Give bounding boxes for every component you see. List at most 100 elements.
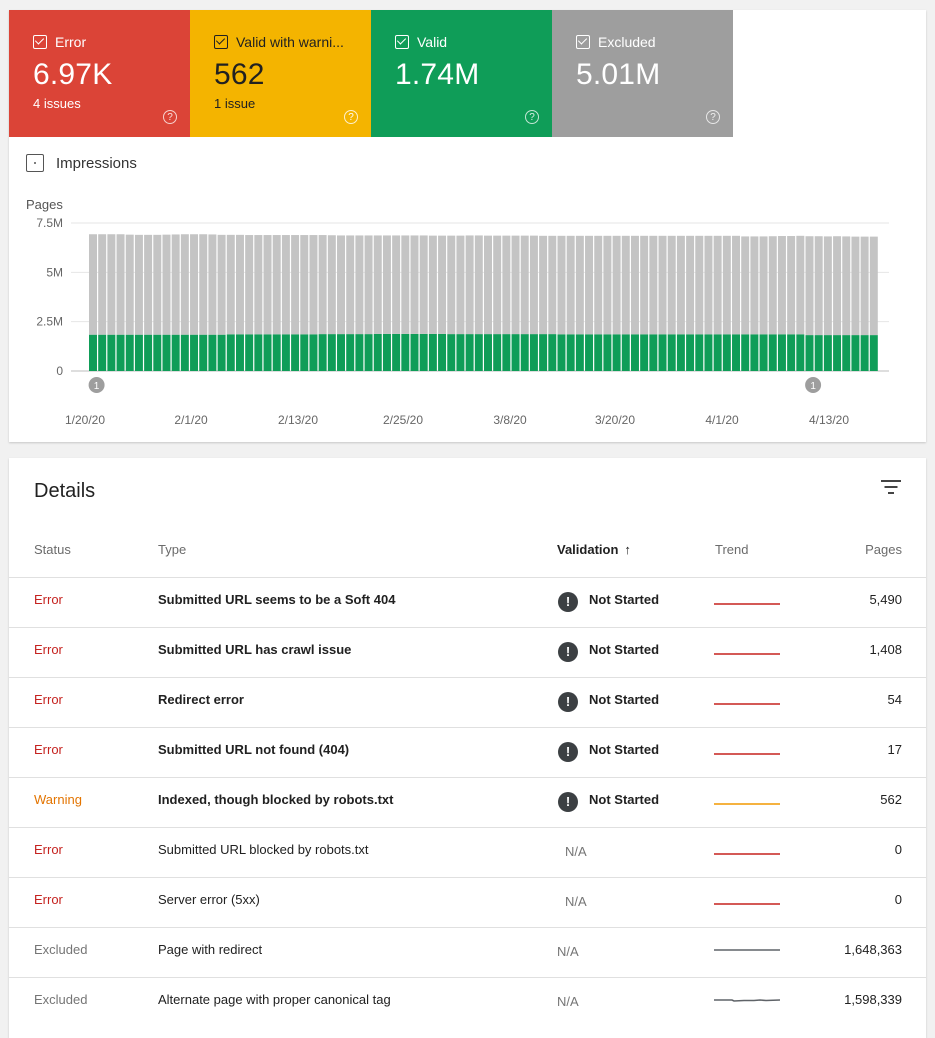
bar-valid — [162, 334, 171, 371]
alert-icon: ! — [558, 792, 578, 812]
bar-excluded — [704, 235, 713, 335]
tile-valid[interactable]: Valid 1.74M? — [371, 10, 552, 137]
bar-valid — [667, 334, 676, 371]
bar-valid — [474, 334, 483, 371]
tile-value: 1.74M — [395, 58, 480, 91]
tile-error[interactable]: Error 6.97K 4 issues? — [9, 10, 190, 137]
table-row[interactable]: Error Submitted URL blocked by robots.txt… — [9, 827, 926, 878]
bar-excluded — [254, 235, 263, 335]
bar-excluded — [842, 236, 851, 336]
bar-valid — [851, 335, 860, 371]
help-icon[interactable]: ? — [706, 110, 720, 124]
table-row[interactable]: Error Redirect error! Not Started 54 — [9, 677, 926, 728]
bar-valid — [98, 334, 107, 371]
row-validation: N/A — [557, 944, 579, 959]
row-pages: 17 — [887, 742, 902, 757]
bar-excluded — [465, 235, 474, 335]
bar-valid — [171, 334, 180, 371]
bar-valid — [741, 334, 750, 371]
bar-excluded — [548, 235, 557, 335]
x-tick-label: 2/13/20 — [278, 413, 318, 427]
row-type: Submitted URL not found (404) — [158, 742, 350, 757]
details-title: Details — [34, 480, 96, 502]
bar-valid — [722, 334, 731, 371]
table-row[interactable]: Excluded Alternate page with proper canon… — [9, 977, 926, 1028]
tile-subtitle: 1 issue — [214, 96, 256, 111]
tile-excluded[interactable]: Excluded 5.01M? — [552, 10, 733, 137]
bar-excluded — [428, 235, 437, 334]
table-row[interactable]: Excluded Page with redirect N/A 1,648,363 — [9, 927, 926, 978]
bar-valid — [640, 334, 649, 371]
table-row[interactable]: Error Submitted URL not found (404)! Not S… — [9, 727, 926, 778]
tile-checkbox-icon[interactable] — [395, 35, 409, 49]
header-pages[interactable]: Pages — [865, 542, 902, 557]
bar-excluded — [667, 235, 676, 335]
row-validation: N/A — [565, 844, 587, 859]
header-validation[interactable]: Validation ↑ — [557, 542, 631, 557]
tile-value: 5.01M — [576, 58, 661, 91]
help-icon[interactable]: ? — [525, 110, 539, 124]
bar-valid — [337, 334, 346, 371]
alert-icon: ! — [558, 692, 578, 712]
bar-valid — [465, 334, 474, 371]
tile-checkbox-icon[interactable] — [576, 35, 590, 49]
bar-valid — [438, 333, 447, 371]
bar-excluded — [566, 235, 575, 335]
bar-valid — [585, 334, 594, 371]
bar-excluded — [713, 235, 722, 335]
bar-excluded — [346, 235, 355, 335]
row-pages: 5,490 — [869, 592, 902, 607]
help-icon[interactable]: ? — [344, 110, 358, 124]
header-status[interactable]: Status — [34, 542, 71, 557]
coverage-chart: Pages 0 2.5M 5M 7.5M 1 1 1/20/20 2/1/20 2/13/20 2/… — [26, 197, 889, 427]
bar-excluded — [805, 236, 814, 336]
bar-excluded — [594, 235, 603, 335]
row-type: Submitted URL has crawl issue — [158, 642, 352, 657]
table-row[interactable]: Error Submitted URL seems to be a Soft 40… — [9, 577, 926, 628]
bar-excluded — [787, 236, 796, 335]
bar-valid — [777, 334, 786, 371]
filter-icon[interactable] — [881, 480, 901, 494]
tile-valid[interactable]: Valid with warni... 562 1 issue? — [190, 10, 371, 137]
bar-valid — [89, 334, 97, 371]
trend-sparkline — [714, 653, 780, 655]
bar-valid — [732, 334, 741, 371]
row-pages: 1,408 — [869, 642, 902, 657]
bar-excluded — [750, 236, 759, 335]
bar-excluded — [649, 235, 658, 335]
bar-valid — [116, 334, 125, 371]
impressions-checkbox[interactable] — [26, 154, 44, 172]
bar-valid — [208, 334, 217, 371]
bar-excluded — [869, 236, 878, 336]
header-type[interactable]: Type — [158, 542, 187, 557]
bar-excluded — [355, 235, 364, 335]
bar-valid — [548, 334, 557, 371]
table-row[interactable]: Warning Indexed, though blocked by robots… — [9, 777, 926, 828]
tile-checkbox-icon[interactable] — [214, 35, 228, 49]
row-status: Error — [34, 742, 63, 757]
bar-excluded — [263, 235, 272, 335]
tile-checkbox-icon[interactable] — [33, 35, 47, 49]
bar-excluded — [585, 235, 594, 335]
bar-excluded — [851, 236, 860, 336]
help-icon[interactable]: ? — [163, 110, 177, 124]
trend-sparkline — [714, 949, 780, 951]
impressions-toggle[interactable]: Impressions — [26, 154, 137, 172]
bar-valid — [603, 334, 612, 371]
bar-excluded — [217, 234, 226, 335]
header-trend[interactable]: Trend — [715, 542, 749, 557]
alert-icon: ! — [558, 642, 578, 662]
trend-sparkline — [714, 603, 780, 605]
bar-excluded — [364, 235, 373, 335]
x-tick-label: 2/1/20 — [174, 413, 208, 427]
trend-sparkline — [714, 703, 780, 705]
row-status: Error — [34, 592, 63, 607]
bar-valid — [401, 333, 410, 371]
table-row[interactable]: Error Server error (5xx) N/A 0 — [9, 877, 926, 928]
table-row[interactable]: Error Submitted URL has crawl issue! Not S… — [9, 627, 926, 678]
bar-excluded — [603, 235, 612, 335]
bar-valid — [787, 334, 796, 371]
bar-valid — [180, 334, 189, 371]
bar-valid — [869, 335, 878, 371]
tile-label: Error — [55, 34, 87, 50]
